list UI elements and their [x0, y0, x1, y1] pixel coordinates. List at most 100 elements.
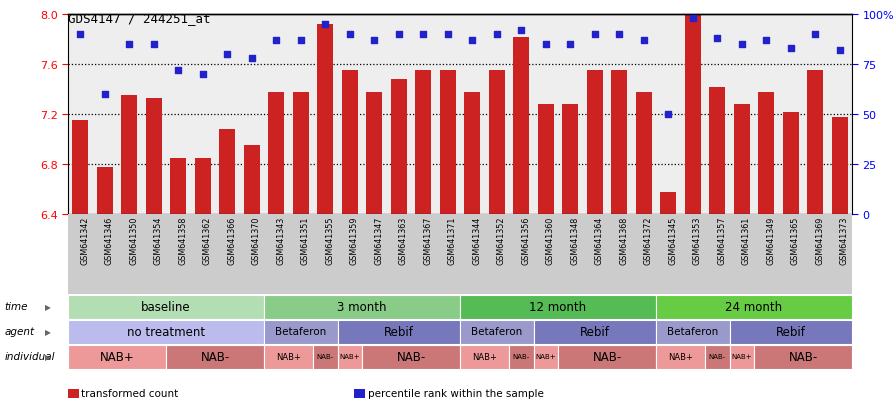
Text: GSM641363: GSM641363 [399, 216, 408, 264]
Text: GSM641354: GSM641354 [154, 216, 163, 264]
Point [562, 42, 577, 48]
Point [783, 45, 797, 52]
Text: GSM641352: GSM641352 [496, 216, 505, 264]
Point [636, 38, 650, 44]
Text: GSM641350: GSM641350 [129, 216, 138, 264]
Text: Betaferon: Betaferon [274, 327, 326, 337]
Text: GSM641369: GSM641369 [814, 216, 823, 264]
Text: Rebif: Rebif [579, 325, 609, 338]
Text: GSM641368: GSM641368 [619, 216, 628, 264]
Text: GSM641356: GSM641356 [520, 216, 529, 264]
Bar [391, 80, 406, 214]
Point [611, 32, 626, 38]
Text: no treatment: no treatment [127, 325, 205, 338]
Point [734, 42, 748, 48]
Bar [72, 121, 89, 214]
Text: time: time [4, 302, 28, 312]
Text: NAB+: NAB+ [275, 352, 300, 361]
Bar [219, 130, 235, 214]
Text: ▶: ▶ [45, 352, 50, 361]
Text: NAB-: NAB- [396, 350, 426, 363]
Point [831, 47, 846, 54]
Point [587, 32, 602, 38]
Point [97, 91, 112, 98]
Text: ▶: ▶ [45, 327, 50, 336]
Text: GSM641351: GSM641351 [300, 216, 309, 264]
Text: GDS4147 / 244251_at: GDS4147 / 244251_at [68, 12, 210, 25]
Text: GSM641370: GSM641370 [251, 216, 260, 264]
Text: GSM641367: GSM641367 [423, 216, 432, 264]
Text: NAB-: NAB- [316, 354, 333, 360]
Point [317, 21, 332, 28]
Bar [366, 92, 382, 214]
Text: NAB-: NAB- [708, 354, 725, 360]
Text: 24 month: 24 month [725, 300, 781, 313]
Text: GSM641362: GSM641362 [203, 216, 212, 264]
Text: GSM641365: GSM641365 [790, 216, 799, 264]
Point [171, 67, 185, 74]
Bar [561, 105, 578, 214]
Text: GSM641349: GSM641349 [765, 216, 774, 264]
Point [196, 71, 210, 78]
Point [709, 36, 723, 42]
Text: GSM641357: GSM641357 [716, 216, 725, 264]
Text: GSM641345: GSM641345 [668, 216, 677, 264]
Point [392, 32, 406, 38]
Bar [537, 105, 553, 214]
Text: GSM641360: GSM641360 [545, 216, 554, 264]
Bar [415, 71, 431, 214]
Point [661, 112, 675, 118]
Bar [782, 112, 797, 214]
Text: NAB+: NAB+ [471, 352, 496, 361]
Bar [611, 71, 627, 214]
Text: Betaferon: Betaferon [666, 327, 718, 337]
Point [685, 16, 699, 22]
Bar [513, 38, 528, 214]
Bar [317, 25, 333, 214]
Point [293, 38, 308, 44]
Text: GSM641342: GSM641342 [80, 216, 89, 264]
Point [416, 32, 430, 38]
Text: GSM641355: GSM641355 [325, 216, 333, 264]
Bar [660, 192, 676, 214]
Bar [733, 105, 749, 214]
Point [73, 32, 88, 38]
Text: NAB+: NAB+ [667, 352, 692, 361]
Point [147, 42, 161, 48]
Text: GSM641358: GSM641358 [178, 216, 187, 264]
Text: GSM641361: GSM641361 [741, 216, 750, 264]
Bar [292, 92, 308, 214]
Point [489, 32, 503, 38]
Text: ▶: ▶ [45, 302, 50, 311]
Text: NAB+: NAB+ [339, 354, 359, 360]
Text: NAB-: NAB- [788, 350, 817, 363]
Text: GSM641372: GSM641372 [643, 216, 652, 264]
Text: GSM641348: GSM641348 [569, 216, 578, 264]
Point [342, 32, 357, 38]
Text: Rebif: Rebif [384, 325, 413, 338]
Bar [488, 71, 504, 214]
Bar [586, 71, 602, 214]
Bar [464, 92, 480, 214]
Point [513, 28, 527, 34]
Text: NAB+: NAB+ [99, 350, 134, 363]
Point [244, 56, 258, 62]
Point [269, 38, 283, 44]
Text: GSM641353: GSM641353 [692, 216, 701, 264]
Bar [439, 71, 455, 214]
Text: GSM641371: GSM641371 [447, 216, 456, 264]
Text: GSM641343: GSM641343 [276, 216, 285, 264]
Bar [170, 158, 186, 214]
Bar [146, 99, 162, 214]
Text: NAB-: NAB- [512, 354, 529, 360]
Text: 12 month: 12 month [529, 300, 586, 313]
Text: NAB+: NAB+ [535, 354, 555, 360]
Bar [268, 92, 284, 214]
Text: agent: agent [4, 327, 35, 337]
Bar [831, 117, 847, 214]
Point [538, 42, 552, 48]
Bar [97, 167, 113, 214]
Point [220, 52, 234, 58]
Text: GSM641347: GSM641347 [374, 216, 383, 264]
Point [465, 38, 479, 44]
